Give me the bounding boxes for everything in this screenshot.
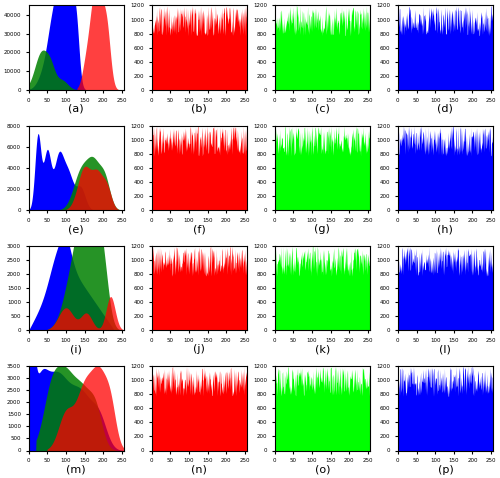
X-axis label: (l): (l) [440,344,452,354]
X-axis label: (a): (a) [68,104,84,114]
X-axis label: (h): (h) [438,224,454,234]
X-axis label: (d): (d) [438,104,454,114]
X-axis label: (m): (m) [66,465,86,475]
X-axis label: (g): (g) [314,224,330,234]
X-axis label: (n): (n) [192,465,207,475]
X-axis label: (e): (e) [68,224,84,234]
X-axis label: (j): (j) [194,344,205,354]
X-axis label: (c): (c) [315,104,330,114]
X-axis label: (f): (f) [193,224,205,234]
X-axis label: (k): (k) [314,344,330,354]
X-axis label: (b): (b) [192,104,207,114]
X-axis label: (o): (o) [314,465,330,475]
X-axis label: (p): (p) [438,465,454,475]
X-axis label: (i): (i) [70,344,82,354]
